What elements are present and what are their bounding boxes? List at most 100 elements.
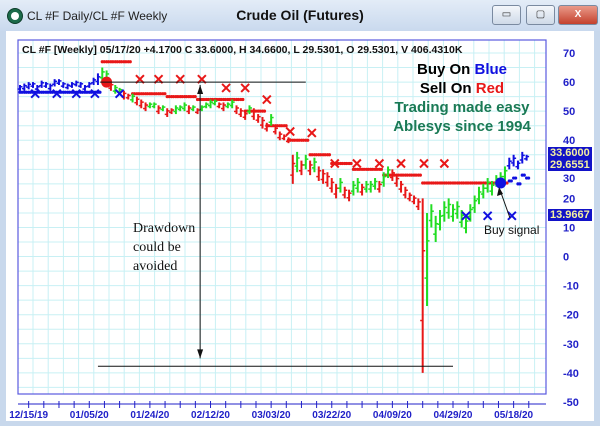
stop-dot [314,153,319,157]
drawdown-line-3: avoided [133,259,178,274]
stop-dot [107,60,111,64]
stop-dot [206,97,210,102]
stop-dot [527,176,531,180]
stop-dot [514,176,518,180]
x-marker [262,94,272,105]
x-marker-stroke [52,89,62,99]
stop-dot [29,90,33,94]
stop-dot [98,90,102,94]
x-tick-label: 12/15/19 [9,410,48,421]
x-marker-stroke [90,89,100,99]
pointer-arrow-icon [497,187,503,196]
stop-dot [24,90,28,94]
y-tick-label: -30 [563,339,579,351]
stop-dot [379,167,383,171]
y-tick-label: -50 [563,397,579,409]
last-close-badge: 33.6000 [548,147,592,159]
stop-dot [210,97,215,102]
stop-dot [258,109,262,113]
y-tick-label: 10 [563,222,575,234]
y-tick-label: 60 [563,77,575,89]
stop-dot [345,161,349,166]
y-tick-label: 50 [563,106,575,118]
x-tick-label: 01/05/20 [70,410,109,421]
stop-dot [353,167,358,171]
stop-dot [68,90,72,94]
stop-dot [85,90,89,94]
x-marker [507,211,517,221]
stop-dot [466,181,470,185]
x-marker [285,126,295,137]
maximize-button[interactable]: ▢ [526,5,555,25]
x-marker-stroke [262,94,272,105]
stop-dot [418,173,422,177]
y-tick-label: 70 [563,48,575,60]
stop-dot [457,181,461,185]
y-tick-label: 0 [563,252,569,264]
window-title: CL #F Daily/CL #F Weekly [27,9,168,23]
y-tick-label: 20 [563,193,575,205]
stop-dot [193,95,197,99]
stop-dot [410,173,414,177]
chart-title: Crude Oil (Futures) [236,7,364,23]
stop-dot [167,95,171,99]
x-marker [52,89,62,99]
x-marker-stroke [71,89,81,99]
stop-dot [275,124,280,128]
x-marker [461,211,471,221]
stop-dot [340,161,345,166]
x-marker [482,211,493,221]
title-bar: CL #F Daily/CL #F Weekly Crude Oil (Futu… [0,0,600,31]
stop-dot [375,167,379,171]
minimize-button[interactable]: ▭ [492,5,521,25]
x-marker [396,158,406,169]
plot-frame [17,39,547,395]
x-marker-stroke [507,211,517,221]
x-marker-stroke [396,158,406,169]
x-marker [374,158,385,169]
stop-dot [158,92,163,96]
stop-dot [301,138,306,142]
stop-dot [145,92,150,96]
stop-dot [349,161,353,166]
stop-dot [336,161,340,166]
stop-dot [462,181,466,185]
x-tick-label: 04/09/20 [373,410,412,421]
x-marker [30,89,40,99]
stop-dot [132,92,137,96]
stop-dot [505,181,509,185]
x-marker-stroke [30,89,40,99]
stop-dot [327,153,332,157]
y-tick-label: -40 [563,368,579,380]
stop-dot [202,97,206,102]
buy-legend-color: Blue [474,61,508,78]
app-logo-icon [7,8,23,24]
stop-dot [20,90,24,94]
x-marker-stroke [352,158,362,169]
stop-dot [81,90,85,94]
x-marker-stroke [374,158,385,169]
x-tick-label: 01/24/20 [130,410,169,421]
x-marker [419,158,429,169]
x-marker-stroke [482,211,493,221]
stop-dot [453,181,457,185]
stop-dot [102,60,106,64]
stop-dot [115,60,119,64]
arrow-head-down-icon [197,349,204,359]
x-marker-stroke [221,83,231,93]
signal-circle [495,177,507,189]
y-tick-label: 40 [563,135,575,147]
stop-dot [154,92,158,96]
stop-dot [111,60,115,64]
stop-dot [284,124,288,128]
stop-dot [401,173,405,177]
stop-dot [46,90,50,94]
x-marker [330,158,340,169]
tagline-2: Ablesys since 1994 [393,118,531,135]
stop-dot [323,153,327,157]
x-marker [240,83,250,93]
close-button[interactable]: X [558,5,598,25]
stop-dot [440,181,444,185]
stop-dot [228,97,232,102]
